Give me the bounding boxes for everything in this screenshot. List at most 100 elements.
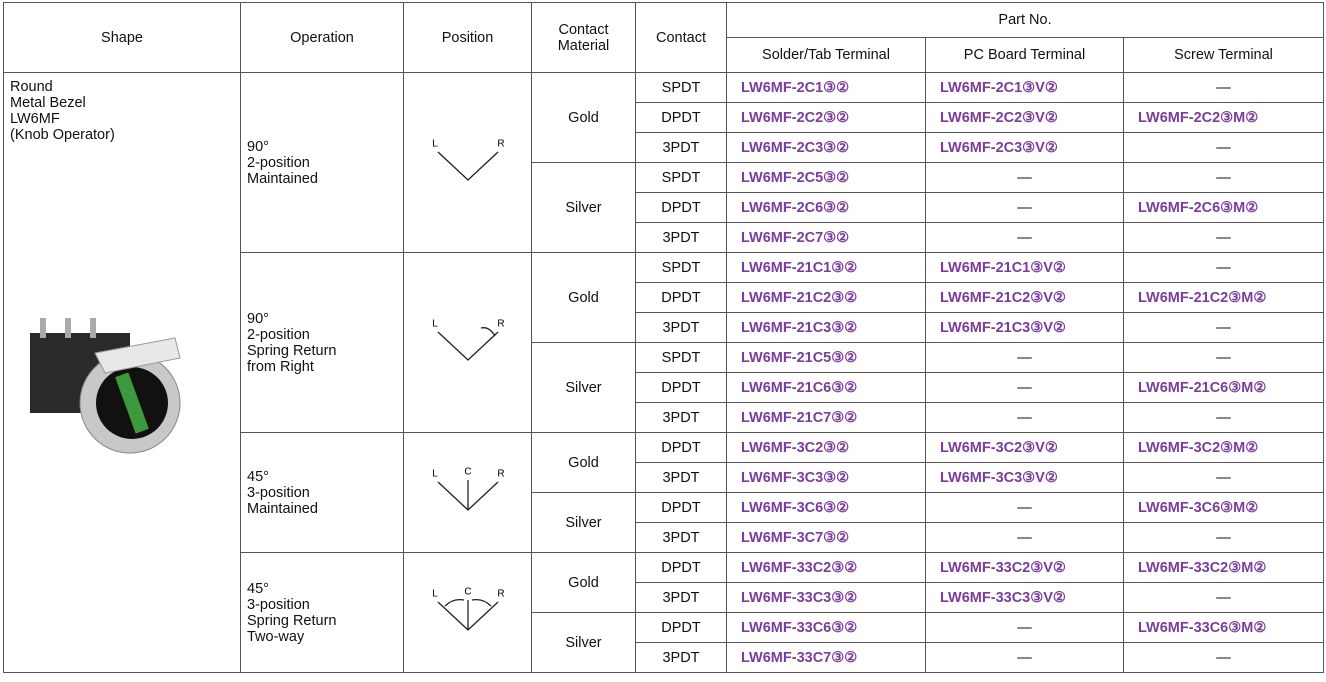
part-number-cell: — [1123, 522, 1324, 553]
contact-cell: 3PDT [635, 642, 727, 673]
part-number-cell: LW6MF-2C2③V② [925, 102, 1124, 133]
table-row: 45° 3-position Maintained L C R Gold DPDT LW6MF-… [4, 432, 1324, 553]
contact-cell: 3PDT [635, 132, 727, 163]
cell-line: 3-position [247, 484, 310, 501]
part-number-cell: — [925, 162, 1124, 193]
lever-lines [437, 331, 498, 361]
cell-line: Maintained [247, 170, 318, 187]
terminal [65, 318, 71, 338]
contact-cell: 3PDT [635, 312, 727, 343]
material-cell: Silver [531, 492, 636, 553]
cell-line: Two-way [247, 628, 305, 645]
position-label: R [497, 468, 504, 479]
material-cell: Silver [531, 162, 636, 253]
header-cell: Contact [635, 2, 727, 73]
knob-lever [94, 337, 181, 374]
contact-cell: 3PDT [635, 222, 727, 253]
part-number-cell: LW6MF-21C3③V② [925, 312, 1124, 343]
part-number-cell: — [1123, 222, 1324, 253]
terminal [40, 318, 46, 338]
part-number-cell: — [1123, 402, 1324, 433]
contact-cell: SPDT [635, 342, 727, 373]
part-number-cell: LW6MF-21C6③② [726, 372, 926, 403]
table-body: Round Metal Bezel LW6MF (Knob Operator) 90° 2… [3, 72, 1324, 673]
position-label: L [432, 588, 438, 599]
contact-cell: DPDT [635, 492, 727, 523]
table-row: Round Metal Bezel LW6MF (Knob Operator) 90° 2… [3, 72, 1324, 673]
contact-cell: SPDT [635, 72, 727, 103]
contact-cell: SPDT [635, 252, 727, 283]
part-number-cell: LW6MF-3C6③M② [1123, 492, 1324, 523]
part-number-cell: — [1123, 162, 1324, 193]
header-line: Material [557, 37, 610, 54]
part-number-cell: LW6MF-33C6③M② [1123, 612, 1324, 643]
part-number-cell: LW6MF-3C6③② [726, 492, 926, 523]
part-number-cell: LW6MF-21C3③② [726, 312, 926, 343]
header-cell: Shape [3, 2, 241, 73]
cell-line: 2-position [247, 154, 310, 171]
lever-lines [437, 151, 498, 181]
operation-cell: 90° 2-position Spring Return from Right [240, 252, 404, 433]
cell-line: Spring Return [247, 342, 337, 359]
part-number-cell: LW6MF-21C7③② [726, 402, 926, 433]
cell-line: 90° [247, 138, 269, 155]
table-header: Shape Operation Position Contact Material… [3, 2, 1324, 73]
part-number-cell: LW6MF-33C2③M② [1123, 552, 1324, 583]
part-number-cell: LW6MF-21C2③② [726, 282, 926, 313]
part-number-cell: LW6MF-3C2③V② [925, 432, 1124, 463]
part-number-cell: — [1123, 342, 1324, 373]
material-cell: Gold [531, 552, 636, 613]
part-number-cell: LW6MF-33C6③② [726, 612, 926, 643]
part-number-cell: — [1123, 132, 1324, 163]
cell-line: Maintained [247, 500, 318, 517]
material-cell: Gold [531, 252, 636, 343]
position-label: R [497, 318, 504, 329]
contact-cell: SPDT [635, 162, 727, 193]
table-row: Silver DPDT LW6MF-33C6③② — LW6MF-33C6③M② [4, 612, 1324, 673]
part-number-cell: LW6MF-21C1③V② [925, 252, 1124, 283]
part-number-cell: LW6MF-2C7③② [726, 222, 926, 253]
cell-line: Round [10, 79, 53, 95]
table-row: 3PDT LW6MF-3C7③② — — [4, 522, 1324, 553]
table-row: 3PDT LW6MF-33C7③② — — [4, 642, 1324, 673]
part-number-cell: LW6MF-21C6③M② [1123, 372, 1324, 403]
header-line: Contact [558, 21, 609, 38]
part-number-cell: LW6MF-21C2③V② [925, 282, 1124, 313]
part-number-cell: — [1123, 312, 1324, 343]
part-number-cell: LW6MF-3C3③V② [925, 462, 1124, 493]
cell-line: 45° [247, 580, 269, 597]
cell-line: Spring Return [247, 612, 337, 629]
cell-line: (Knob Operator) [10, 127, 115, 143]
table-row: 3PDT LW6MF-2C3③② LW6MF-2C3③V② — [4, 132, 1324, 163]
contact-cell: 3PDT [635, 402, 727, 433]
part-number-cell: — [1123, 582, 1324, 613]
position-label: L [432, 468, 438, 479]
part-number-cell: — [925, 342, 1124, 373]
cell-line: 3-position [247, 596, 310, 613]
table-row: DPDT LW6MF-21C6③② — LW6MF-21C6③M② [4, 372, 1324, 403]
contact-cell: DPDT [635, 432, 727, 463]
part-number-cell: LW6MF-33C2③② [726, 552, 926, 583]
part-number-cell: — [1123, 252, 1324, 283]
shape-cell: Round Metal Bezel LW6MF (Knob Operator) [3, 72, 241, 673]
material-cell: Gold [531, 432, 636, 493]
position-label: C [464, 466, 471, 477]
table-row: 3PDT LW6MF-21C3③② LW6MF-21C3③V② — [4, 312, 1324, 343]
part-number-cell: — [925, 612, 1124, 643]
part-number-cell: LW6MF-3C7③② [726, 522, 926, 553]
part-number-cell: LW6MF-3C2③② [726, 432, 926, 463]
part-number-cell: — [925, 192, 1124, 223]
contact-cell: DPDT [635, 552, 727, 583]
part-number-cell: — [925, 402, 1124, 433]
cell-line: Metal Bezel [10, 95, 86, 111]
material-cell: Gold [531, 72, 636, 163]
part-number-cell: — [1123, 462, 1324, 493]
header-cell: Solder/Tab Terminal [726, 37, 926, 73]
table-row: Silver SPDT LW6MF-21C5③② — — [4, 342, 1324, 433]
header-cell: Contact Material [531, 2, 636, 73]
